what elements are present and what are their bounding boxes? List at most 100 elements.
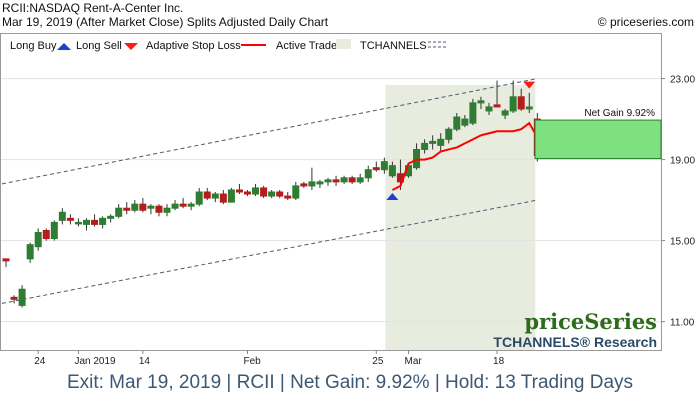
brand-name: priceSeries xyxy=(524,309,657,334)
candle xyxy=(453,113,461,132)
candle xyxy=(244,189,251,197)
candle-body xyxy=(276,191,284,197)
candle-body xyxy=(91,219,99,225)
candle-body xyxy=(268,191,276,197)
x-tick-label: Feb xyxy=(244,356,262,367)
candle-body xyxy=(316,181,324,185)
candle xyxy=(147,204,155,215)
candle-body xyxy=(252,187,260,195)
candle xyxy=(58,208,66,225)
candle xyxy=(356,173,364,184)
candle xyxy=(300,181,308,188)
candle-body xyxy=(388,165,396,177)
candle xyxy=(461,115,469,128)
candle xyxy=(388,161,396,178)
candle xyxy=(10,295,18,304)
long-buy-icon xyxy=(57,43,71,50)
legend-long-buy: Long Buy xyxy=(10,40,57,52)
candle xyxy=(163,204,171,217)
chart: Long Buy Long Sell Adaptive Stop Loss Ac… xyxy=(0,33,695,367)
candle xyxy=(227,187,235,203)
brand-tagline: TCHANNELS® Research xyxy=(493,334,657,350)
candle xyxy=(413,143,421,170)
candle-body xyxy=(380,161,388,171)
active-trade-band xyxy=(385,85,536,350)
candle-body xyxy=(83,219,90,225)
candle-body xyxy=(485,106,493,112)
candle xyxy=(485,102,493,116)
candle-body xyxy=(147,205,155,209)
candle-body xyxy=(461,118,469,126)
candle xyxy=(348,175,356,184)
candle-body xyxy=(115,207,123,217)
candle-body xyxy=(171,203,179,209)
candle xyxy=(123,202,131,215)
legend-adaptive-stop: Adaptive Stop Loss xyxy=(146,40,241,52)
candle-body xyxy=(18,288,26,306)
x-tick-label: 25 xyxy=(372,356,384,367)
legend-tchannels: TCHANNELS xyxy=(360,40,427,52)
candle xyxy=(179,198,187,209)
candle-body xyxy=(517,96,525,110)
long-sell-icon xyxy=(124,43,138,50)
candle xyxy=(26,242,34,263)
candle-body xyxy=(187,203,195,207)
candle xyxy=(66,214,74,225)
candle-body xyxy=(493,104,501,108)
candle-body xyxy=(356,177,364,183)
candle-body xyxy=(2,258,10,262)
candle xyxy=(324,177,332,186)
candle-body xyxy=(421,142,429,150)
candle-body xyxy=(235,189,243,193)
candle-body xyxy=(477,100,485,104)
candle-body xyxy=(10,296,18,300)
candle-body xyxy=(42,229,50,240)
candle-body xyxy=(332,179,340,183)
candle xyxy=(260,185,268,199)
candle-body xyxy=(244,191,251,195)
candle-body xyxy=(300,183,308,187)
candle xyxy=(155,204,163,217)
candle xyxy=(187,202,195,211)
legend: Long Buy Long Sell Adaptive Stop Loss Ac… xyxy=(10,39,448,52)
legend-active-trade: Active Trade xyxy=(276,40,337,52)
candle-body xyxy=(74,221,82,225)
x-tick-label: 18 xyxy=(493,356,505,367)
candle xyxy=(139,198,147,213)
x-tick-label: 14 xyxy=(139,356,151,367)
y-tick-label: 11.00 xyxy=(670,318,695,329)
candle xyxy=(91,214,99,227)
candle-body xyxy=(131,203,139,211)
candle xyxy=(83,218,90,231)
candle xyxy=(316,179,324,188)
x-tick-label: 24 xyxy=(34,356,46,367)
candle xyxy=(219,189,227,205)
candle xyxy=(42,228,50,241)
candle-body xyxy=(324,179,332,183)
candle-body xyxy=(453,116,461,130)
adaptive-stop-line xyxy=(391,121,539,191)
candle-body xyxy=(501,110,509,116)
candle-body xyxy=(348,177,356,183)
sell-signal-icon xyxy=(523,81,536,89)
x-tick-label: Mar xyxy=(405,356,423,367)
candle xyxy=(99,216,107,229)
candle xyxy=(74,218,82,227)
candle-body xyxy=(211,193,219,199)
candle xyxy=(203,187,211,201)
candle xyxy=(372,161,380,172)
candle-body xyxy=(364,169,372,179)
candle-body xyxy=(123,207,131,211)
candle-body xyxy=(227,189,235,203)
candle-body xyxy=(155,205,163,213)
y-tick-label: 15.00 xyxy=(670,237,695,248)
candle-body xyxy=(372,167,380,171)
candle xyxy=(211,192,219,203)
candle-body xyxy=(163,207,171,213)
candle-body xyxy=(340,177,348,183)
candle-body xyxy=(139,203,147,211)
candle-body xyxy=(292,185,300,199)
copyright: © priceseries.com xyxy=(597,15,694,29)
candle-body xyxy=(99,217,107,225)
chart-subtitle: Mar 19, 2019 (After Market Close) Splits… xyxy=(2,15,329,29)
